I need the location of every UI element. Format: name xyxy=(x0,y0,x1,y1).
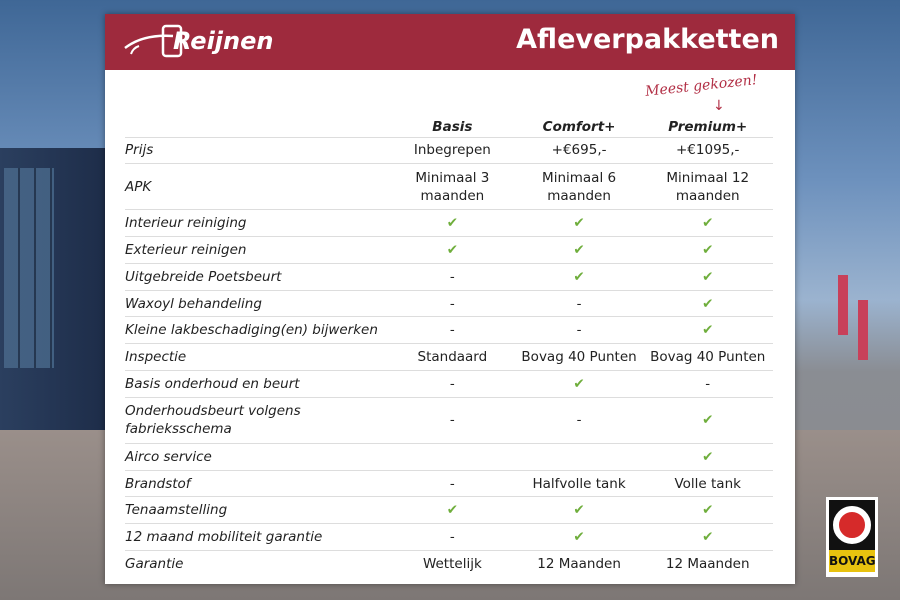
cell-value: - xyxy=(389,370,516,398)
cell-value: - xyxy=(642,370,773,398)
row-label: Airco service xyxy=(125,442,389,471)
check-icon: ✔ xyxy=(389,209,516,237)
cell-value: Halfvolle tank xyxy=(515,469,643,497)
packages-card: Reijnen Afleverpakketten Meest gekozen! … xyxy=(105,14,795,584)
table-row: Garantie Wettelijk 12 Maanden 12 Maanden xyxy=(125,550,773,578)
comparison-table: Basis Comfort+ Premium+ Prijs Inbegrepen +€6… xyxy=(125,114,773,578)
car-logo-icon xyxy=(124,24,183,58)
cell-value: - xyxy=(515,396,643,444)
check-icon: ✔ xyxy=(515,496,643,524)
cell-value: Minimaal 3 maanden xyxy=(389,163,516,210)
row-label: Exterieur reinigen xyxy=(125,236,389,264)
cell-value: Volle tank xyxy=(642,469,773,497)
row-label: APK xyxy=(125,163,389,210)
check-icon: ✔ xyxy=(389,496,516,524)
table-row: Waxoyl behandeling - - ✔ xyxy=(125,289,773,317)
column-header: Comfort+ xyxy=(542,118,616,135)
most-chosen-note: Meest gekozen! xyxy=(644,72,759,100)
cell-value: Minimaal 12 maanden xyxy=(642,163,773,210)
table-row: Kleine lakbeschadiging(en) bijwerken - - ✔ xyxy=(125,316,773,344)
row-label: Interieur reiniging xyxy=(125,209,389,237)
table-row: Brandstof - Halfvolle tank Volle tank xyxy=(125,469,773,497)
cell-value: +€1095,- xyxy=(642,136,773,164)
row-label: Kleine lakbeschadiging(en) bijwerken xyxy=(125,316,389,344)
row-label: Tenaamstelling xyxy=(125,496,389,524)
header-bar: Reijnen Afleverpakketten xyxy=(105,14,795,70)
table-row: APK Minimaal 3 maanden Minimaal 6 maanden M… xyxy=(125,163,773,210)
check-icon: ✔ xyxy=(389,236,516,264)
check-icon: ✔ xyxy=(642,289,773,317)
arrow-icon: ↓ xyxy=(713,98,725,114)
cell-value: - xyxy=(389,289,516,317)
check-icon: ✔ xyxy=(515,236,643,264)
row-label: Garantie xyxy=(125,550,389,578)
cell-value: Wettelijk xyxy=(389,550,516,578)
check-icon: ✔ xyxy=(642,262,773,291)
row-label: Onderhoudsbeurt volgens fabrieksschema xyxy=(125,396,389,444)
row-label: Waxoyl behandeling xyxy=(125,289,389,317)
check-icon: ✔ xyxy=(642,316,773,344)
cell-value: - xyxy=(515,316,643,344)
check-icon: ✔ xyxy=(642,442,773,471)
check-icon: ✔ xyxy=(642,496,773,524)
cell-value: 12 Maanden xyxy=(642,550,773,578)
table-row: Basis onderhoud en beurt - ✔ - xyxy=(125,370,773,398)
table-row: Airco service ✔ xyxy=(125,442,773,471)
cell-value: - xyxy=(389,469,516,497)
check-icon: ✔ xyxy=(642,396,773,444)
table-row: Tenaamstelling ✔ ✔ ✔ xyxy=(125,496,773,524)
cell-value: - xyxy=(515,289,643,317)
bovag-badge: BOVAG xyxy=(826,497,878,577)
table-row: Inspectie Standaard Bovag 40 Punten Bovag 4… xyxy=(125,343,773,371)
page-title: Afleverpakketten xyxy=(516,24,779,55)
row-label: Prijs xyxy=(125,136,389,164)
table-row: Uitgebreide Poetsbeurt - ✔ ✔ xyxy=(125,262,773,291)
cell-value xyxy=(389,442,516,471)
table-row: Interieur reiniging ✔ ✔ ✔ xyxy=(125,209,773,237)
cell-value: Bovag 40 Punten xyxy=(642,343,773,371)
cell-value: - xyxy=(389,523,516,551)
cell-value: - xyxy=(389,316,516,344)
column-header: Basis xyxy=(432,118,473,135)
check-icon: ✔ xyxy=(642,523,773,551)
cell-value: Bovag 40 Punten xyxy=(515,343,643,371)
background-building xyxy=(0,148,110,433)
check-icon: ✔ xyxy=(642,236,773,264)
row-label: Inspectie xyxy=(125,343,389,371)
cell-value: - xyxy=(389,396,516,444)
column-header: Premium+ xyxy=(668,118,748,135)
cell-value xyxy=(515,442,643,471)
check-icon: ✔ xyxy=(515,370,643,398)
cell-value: Minimaal 6 maanden xyxy=(515,163,643,210)
table-row: Onderhoudsbeurt volgens fabrieksschema - -… xyxy=(125,396,773,444)
cell-value: Standaard xyxy=(389,343,516,371)
background-flag xyxy=(858,300,868,360)
check-icon: ✔ xyxy=(642,209,773,237)
background-flag xyxy=(838,275,848,335)
cell-value: 12 Maanden xyxy=(515,550,643,578)
check-icon: ✔ xyxy=(515,523,643,551)
check-icon: ✔ xyxy=(515,209,643,237)
cell-value: +€695,- xyxy=(515,136,643,164)
table-row: Exterieur reinigen ✔ ✔ ✔ xyxy=(125,236,773,264)
row-label: Basis onderhoud en beurt xyxy=(125,370,389,398)
check-icon: ✔ xyxy=(515,262,643,291)
bovag-emblem-icon xyxy=(833,506,871,544)
cell-value: Inbegrepen xyxy=(389,136,516,164)
table-row: 12 maand mobiliteit garantie - ✔ ✔ xyxy=(125,523,773,551)
row-label: 12 maand mobiliteit garantie xyxy=(125,523,389,551)
cell-value: - xyxy=(389,262,516,291)
table-row: Prijs Inbegrepen +€695,- +€1095,- xyxy=(125,136,773,164)
row-label: Brandstof xyxy=(125,469,389,497)
row-label: Uitgebreide Poetsbeurt xyxy=(125,262,389,291)
